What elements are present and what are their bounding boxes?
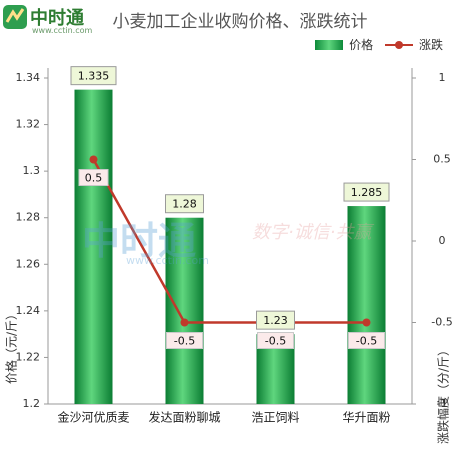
category-label: 华升面粉 [342, 411, 390, 425]
change-point [180, 318, 189, 327]
logo-url: www.cctin.com [32, 26, 93, 35]
price-bar [74, 89, 113, 405]
right-axis: -1 -0.5 0 0.5 1 [411, 68, 453, 410]
line-value-box [78, 169, 109, 186]
left-tick-label: 1.26 [16, 257, 41, 270]
chart-title: 小麦加工企业收购价格、涨跌统计 [112, 12, 368, 32]
bar-value-box [343, 182, 390, 202]
line-value-box [348, 332, 385, 349]
change-line [89, 155, 371, 327]
change-point [362, 318, 371, 327]
left-tick-label: 1.3 [23, 164, 41, 177]
data-labels: 1.335 1.28 1.23 1.285 0.5 -0.5 -0.5 -0.5 [70, 66, 390, 349]
legend: 价格 涨跌 [307, 36, 443, 54]
bar-value-box [70, 66, 117, 86]
category-labels: 金沙河优质麦 发达面粉聊城 浩正饲料 华升面粉 [57, 410, 390, 425]
legend-label-price: 价格 [349, 38, 374, 52]
left-axis-title: 价格（元/斤） [4, 308, 19, 384]
right-tick-label: 0 [439, 234, 446, 247]
bar-value-box [256, 310, 295, 330]
brand-logo: 中时通 www.cctin.com [2, 4, 100, 40]
bar-value-label: 1.28 [172, 198, 197, 211]
price-bar [347, 206, 386, 404]
legend-bar-swatch [315, 39, 344, 50]
left-tick-label: 1.24 [16, 304, 41, 317]
left-tick-label: 1.34 [16, 71, 41, 84]
legend-label-change: 涨跌 [418, 38, 443, 52]
line-value-box [166, 332, 203, 349]
legend-line-swatch [384, 40, 413, 50]
left-axis: 1.2 1.22 1.24 1.26 1.28 1.3 1.32 1.34 [16, 68, 49, 410]
legend-item-change: 涨跌 [384, 36, 443, 53]
category-label: 发达面粉聊城 [148, 410, 220, 425]
logo-badge-icon [3, 5, 27, 29]
line-value-box [257, 332, 294, 349]
category-label: 浩正饲料 [251, 411, 299, 425]
price-bars [74, 89, 386, 405]
category-label: 金沙河优质麦 [57, 410, 129, 425]
left-tick-label: 1.2 [23, 397, 41, 410]
price-bar [165, 217, 204, 404]
logo-name: 中时通 [30, 8, 84, 29]
axis-titles: 价格（元/斤） 涨跌幅度（分/斤） [4, 308, 451, 444]
right-tick-label: -1 [437, 397, 448, 410]
bar-value-box [165, 194, 204, 214]
left-tick-label: 1.22 [16, 350, 41, 363]
bar-value-label: 1.285 [351, 186, 383, 199]
bar-value-label: 1.335 [78, 70, 110, 83]
line-value-label: -0.5 [265, 335, 286, 348]
right-tick-label: 0.5 [433, 153, 451, 166]
left-tick-label: 1.28 [16, 211, 41, 224]
right-axis-title: 涨跌幅度（分/斤） [436, 344, 451, 444]
right-tick-label: -0.5 [431, 316, 452, 329]
change-polyline [92, 158, 367, 324]
left-tick-label: 1.32 [16, 118, 41, 131]
bar-value-label: 1.23 [263, 314, 288, 327]
line-value-label: -0.5 [356, 335, 377, 348]
right-tick-label: 1 [439, 71, 446, 84]
line-value-label: -0.5 [174, 335, 195, 348]
legend-item-price: 价格 [315, 36, 373, 53]
change-point [89, 155, 98, 164]
line-value-label: 0.5 [85, 172, 103, 185]
